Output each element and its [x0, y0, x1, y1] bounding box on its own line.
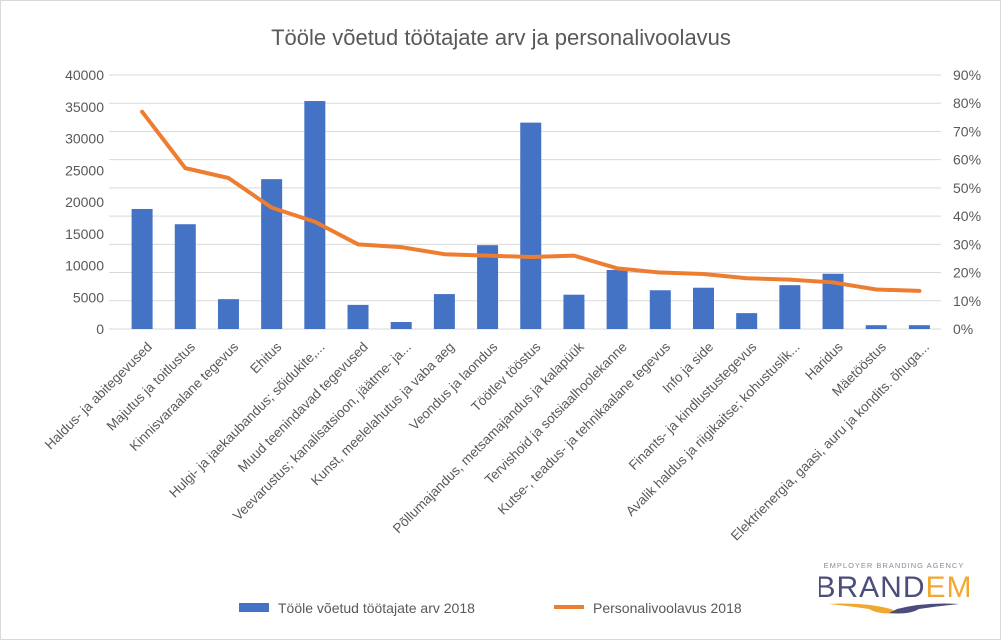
bar	[563, 294, 585, 329]
bar	[649, 290, 671, 329]
y-axis-right: 0% 10% 20% 30% 40% 50% 60% 70% 80% 90%	[953, 67, 981, 337]
y-right-tick-label: 20%	[953, 265, 981, 281]
bar	[261, 179, 283, 329]
bar	[304, 101, 326, 329]
legend-label-line: Personalivoolavus 2018	[593, 600, 742, 616]
bar	[865, 325, 887, 329]
x-category-label: Elektrienergia, gaasi, auru ja kondits. …	[728, 339, 932, 543]
bar	[736, 313, 758, 329]
y-right-tick-label: 50%	[953, 180, 981, 196]
y-right-tick-label: 90%	[953, 67, 981, 83]
bar	[390, 322, 412, 329]
svg-text:EMPLOYER BRANDING AGENCY: EMPLOYER BRANDING AGENCY	[824, 561, 965, 570]
y-left-tick-label: 5000	[73, 289, 104, 305]
bar	[779, 285, 801, 329]
x-category-label: Haridus	[802, 339, 846, 383]
y-left-tick-label: 35000	[65, 99, 104, 115]
bar	[217, 299, 239, 329]
x-category-label: Hulgi- ja jaekaubandus; sõidukite,...	[166, 339, 327, 500]
y-left-tick-label: 15000	[65, 226, 104, 242]
svg-text:BRANDEM: BRANDEM	[819, 571, 969, 604]
bar	[606, 269, 628, 329]
y-right-tick-label: 80%	[953, 95, 981, 111]
y-left-tick-label: 10000	[65, 258, 104, 274]
y-left-tick-label: 20000	[65, 194, 104, 210]
y-right-tick-label: 70%	[953, 123, 981, 139]
bar	[822, 273, 844, 329]
bar	[174, 224, 196, 329]
y-right-tick-label: 0%	[953, 321, 973, 337]
bar	[131, 208, 153, 329]
y-axis-left: 0 5000 10000 15000 20000 25000 30000 35000 40000	[65, 67, 104, 337]
y-left-tick-label: 30000	[65, 131, 104, 147]
bar	[908, 325, 930, 329]
legend-label-bars: Tööle võetud töötajate arv 2018	[278, 600, 475, 616]
brandem-logo: EMPLOYER BRANDING AGENCY BRANDEM	[819, 561, 969, 614]
y-left-tick-label: 25000	[65, 162, 104, 178]
y-right-tick-label: 40%	[953, 208, 981, 224]
bar-series	[131, 101, 930, 329]
x-category-label: Ehitus	[247, 339, 284, 376]
y-right-tick-label: 60%	[953, 152, 981, 168]
bar	[477, 245, 499, 329]
bar	[692, 287, 714, 329]
bar	[347, 304, 369, 329]
y-left-tick-label: 40000	[65, 67, 104, 83]
y-left-tick-label: 0	[96, 321, 104, 337]
y-right-tick-label: 30%	[953, 236, 981, 252]
y-right-tick-label: 10%	[953, 293, 981, 309]
chart-title: Tööle võetud töötajate arv ja personaliv…	[271, 25, 731, 50]
bar	[520, 122, 542, 329]
line-series	[140, 109, 922, 293]
legend: Tööle võetud töötajate arv 2018 Personal…	[239, 600, 742, 616]
legend-swatch-bars	[239, 603, 269, 612]
bar	[433, 294, 455, 329]
